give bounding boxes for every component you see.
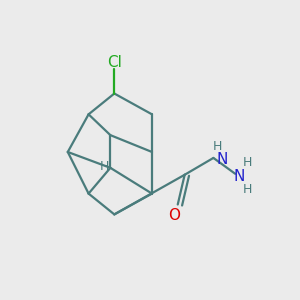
Text: H: H bbox=[242, 183, 252, 196]
Text: H: H bbox=[242, 156, 252, 170]
Text: N: N bbox=[216, 152, 228, 167]
Text: N: N bbox=[233, 169, 244, 184]
Text: H: H bbox=[213, 140, 222, 152]
Text: Cl: Cl bbox=[107, 55, 122, 70]
Text: H: H bbox=[100, 160, 109, 173]
Text: O: O bbox=[168, 208, 180, 223]
